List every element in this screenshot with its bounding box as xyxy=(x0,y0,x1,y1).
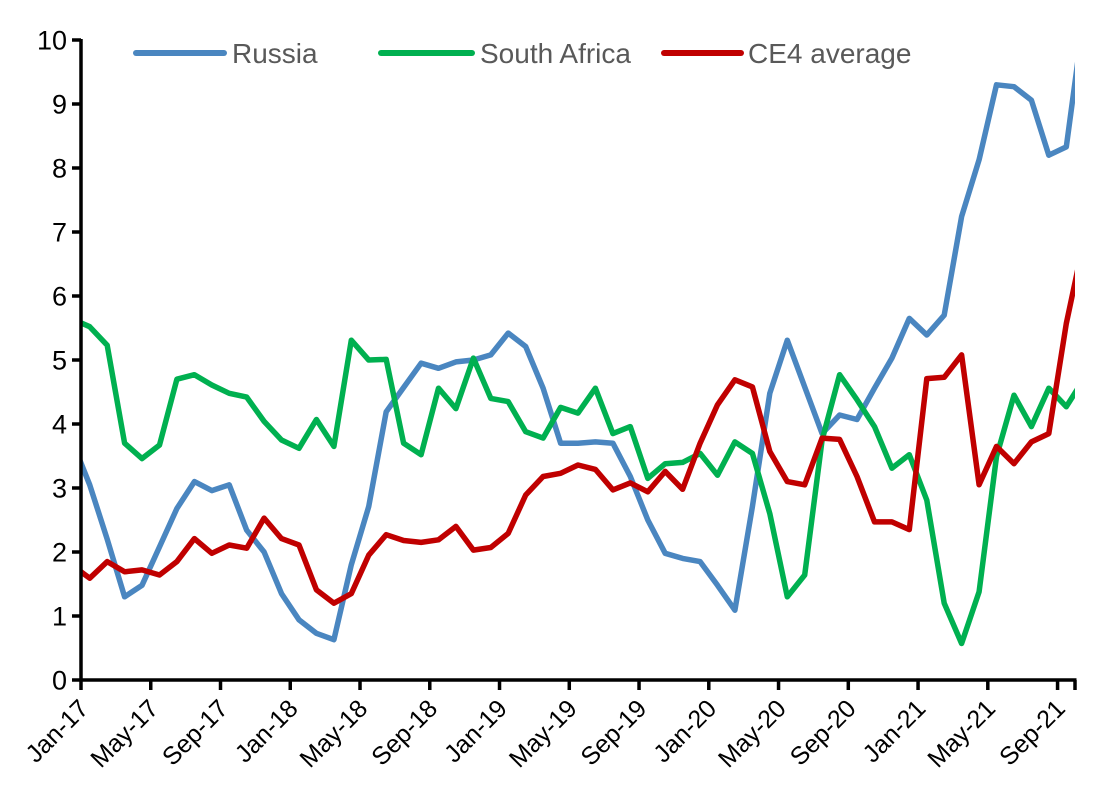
x-tick-label: Jan-18 xyxy=(230,694,304,768)
x-tick-label: May-18 xyxy=(294,694,373,773)
x-tick-label: Jan-20 xyxy=(648,694,722,768)
y-tick-label: 4 xyxy=(52,410,67,440)
x-tick-label: Sep-21 xyxy=(994,694,1071,771)
y-tick-label: 6 xyxy=(52,282,67,312)
x-tick-label: Sep-17 xyxy=(157,694,234,771)
x-tick-label: May-21 xyxy=(922,694,1001,773)
x-tick-label: May-17 xyxy=(85,694,164,773)
y-tick-label: 8 xyxy=(52,154,67,184)
x-tick-label: May-20 xyxy=(713,694,792,773)
series-layer xyxy=(81,61,1075,647)
legend-label: Russia xyxy=(232,38,318,69)
x-tick-label: May-19 xyxy=(504,694,583,773)
legend-item-south-africa: South Africa xyxy=(378,38,631,69)
x-tick-label: Sep-19 xyxy=(575,694,652,771)
x-tick-label: Jan-19 xyxy=(439,694,513,768)
y-tick-label: 10 xyxy=(37,26,67,56)
legend-item-ce4-average: CE4 average xyxy=(661,38,911,69)
legend-label: South Africa xyxy=(480,38,631,69)
y-tick-label: 7 xyxy=(52,218,67,248)
y-tick-label: 3 xyxy=(52,474,67,504)
legend: Russia South Africa CE4 average xyxy=(133,38,911,69)
x-tick-label: Sep-18 xyxy=(366,694,443,771)
y-tick-label: 5 xyxy=(52,346,67,376)
series-line-south-africa xyxy=(81,319,1075,647)
x-tick-label: Jan-21 xyxy=(857,694,931,768)
y-tick-label: 9 xyxy=(52,90,67,120)
series-line-ce4-average xyxy=(81,269,1075,606)
y-tick-label: 1 xyxy=(52,602,67,632)
x-tick-label: Sep-20 xyxy=(785,694,862,771)
y-tick-label: 2 xyxy=(52,538,67,568)
legend-item-russia: Russia xyxy=(133,38,318,69)
legend-label: CE4 average xyxy=(748,38,911,69)
series-line-russia xyxy=(81,61,1075,643)
y-tick-label: 0 xyxy=(52,666,67,696)
x-tick-label: Jan-17 xyxy=(20,694,94,768)
